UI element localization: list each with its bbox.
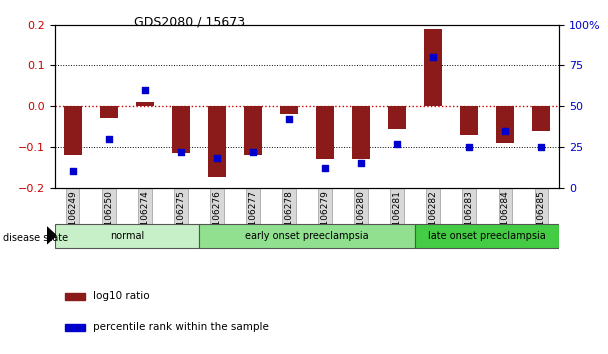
Point <box>176 149 185 155</box>
FancyBboxPatch shape <box>415 224 559 248</box>
Bar <box>172 106 190 153</box>
Bar <box>460 106 478 135</box>
Bar <box>100 106 118 118</box>
Text: percentile rank within the sample: percentile rank within the sample <box>92 322 269 332</box>
Text: disease state: disease state <box>3 233 68 243</box>
Point <box>465 144 474 150</box>
Point <box>536 144 546 150</box>
Bar <box>65 293 85 300</box>
Point <box>140 87 150 93</box>
Polygon shape <box>47 227 56 244</box>
Point <box>392 141 402 147</box>
Bar <box>64 106 81 155</box>
FancyBboxPatch shape <box>199 224 415 248</box>
Bar <box>388 106 406 129</box>
Point <box>284 116 294 122</box>
Text: early onset preeclampsia: early onset preeclampsia <box>245 231 369 241</box>
Bar <box>424 29 442 106</box>
Bar <box>496 106 514 143</box>
Bar <box>208 106 226 177</box>
Bar <box>136 102 154 106</box>
Bar <box>533 106 550 131</box>
Bar <box>352 106 370 159</box>
Point <box>320 165 330 171</box>
Text: late onset preeclampsia: late onset preeclampsia <box>429 231 546 241</box>
FancyBboxPatch shape <box>55 224 199 248</box>
Bar <box>65 324 85 331</box>
Bar <box>244 106 262 155</box>
Point <box>248 149 258 155</box>
Text: log10 ratio: log10 ratio <box>92 291 149 301</box>
Text: normal: normal <box>109 231 144 241</box>
Point <box>500 128 510 133</box>
Point <box>212 155 222 161</box>
Point <box>428 55 438 60</box>
Point <box>356 160 366 166</box>
Point <box>68 169 78 174</box>
Text: GDS2080 / 15673: GDS2080 / 15673 <box>134 16 245 29</box>
Point <box>104 136 114 142</box>
Bar <box>316 106 334 159</box>
Bar <box>280 106 298 114</box>
